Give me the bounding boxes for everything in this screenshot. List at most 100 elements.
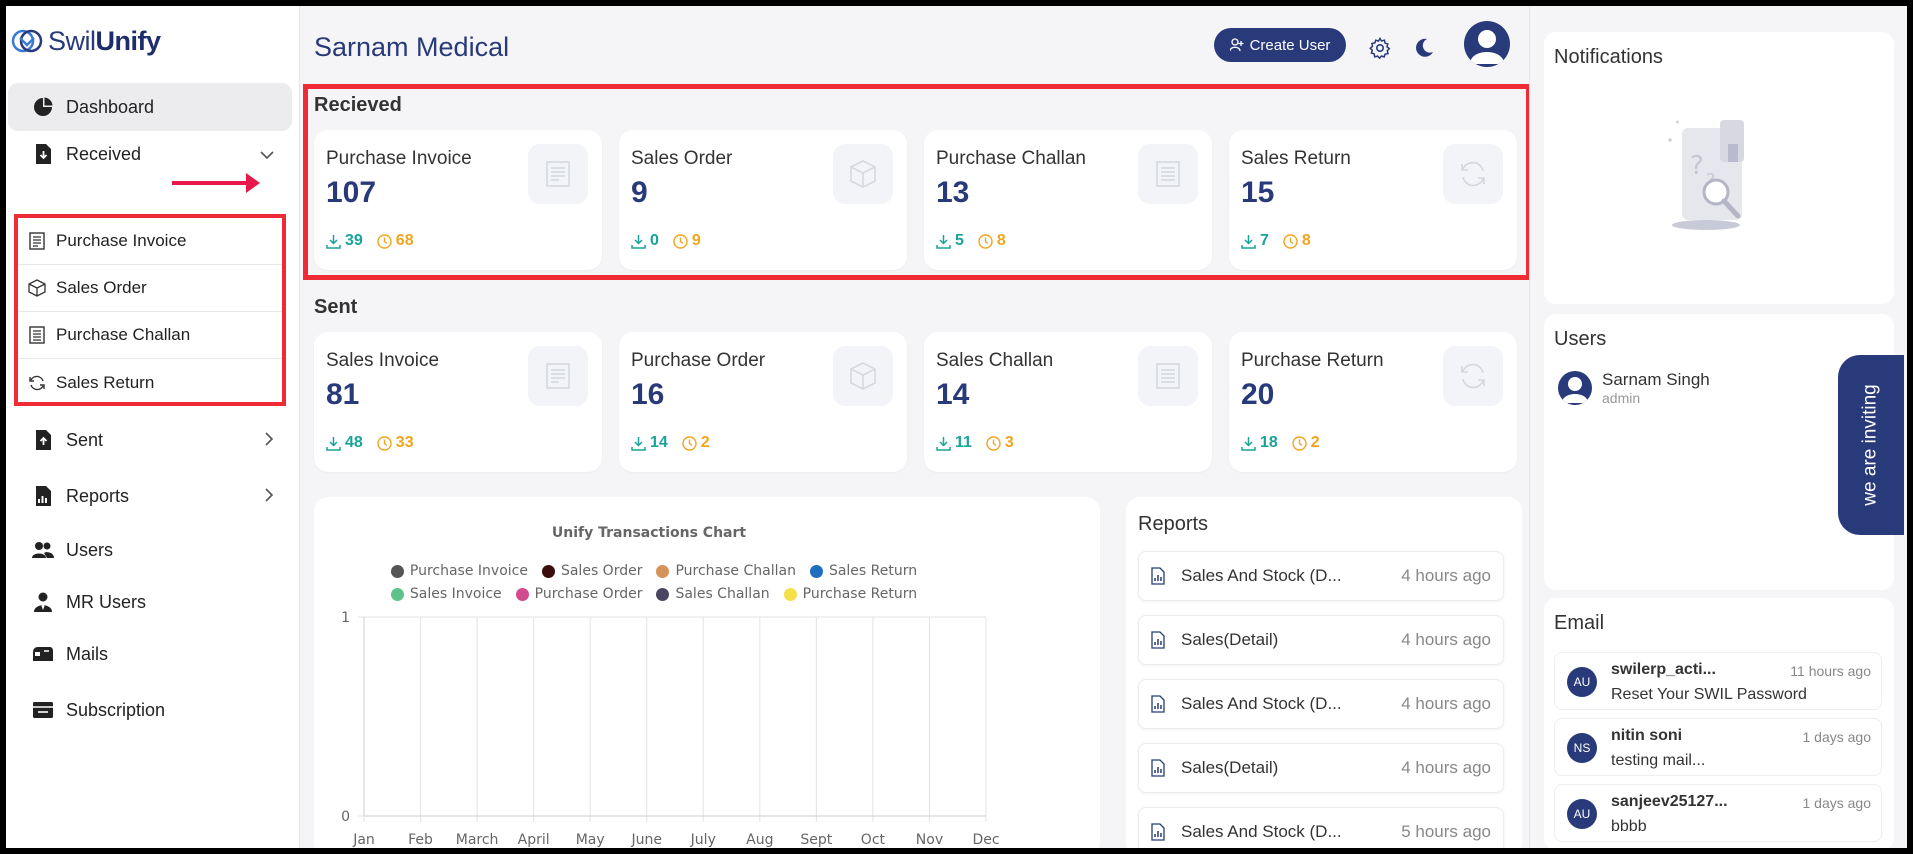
sent-card-sales-challan[interactable]: Sales Challan 14 11 3	[924, 332, 1212, 472]
submenu-item-sales-return[interactable]: Sales Return	[18, 359, 282, 406]
submenu-item-purchase-invoice[interactable]: Purchase Invoice	[18, 218, 282, 265]
logo[interactable]: SwilUnify	[10, 22, 161, 60]
sent-card-purchase-order[interactable]: Purchase Order 16 14 2	[619, 332, 907, 472]
sent-card-sales-invoice[interactable]: Sales Invoice 81 48 33	[314, 332, 602, 472]
legend-item[interactable]: Sales Return	[809, 563, 917, 579]
card-count: 15	[1241, 176, 1275, 209]
sidebar-item-subscription[interactable]: Subscription	[8, 686, 292, 734]
users-panel-title: Users	[1554, 328, 1607, 350]
card-count: 14	[936, 378, 970, 411]
download-icon	[936, 436, 951, 451]
legend-item[interactable]: Sales Invoice	[390, 586, 502, 602]
file-download-icon	[32, 143, 54, 165]
chevron-right-icon	[264, 430, 274, 451]
box-icon	[833, 144, 893, 204]
user-row[interactable]: Sarnam Singh admin	[1558, 370, 1710, 406]
download-stat: 18	[1241, 434, 1278, 452]
y-tick-label: 0	[341, 809, 350, 825]
logo-icon	[11, 29, 43, 53]
card-stats: 14 2	[631, 434, 710, 452]
sent-section-title: Sent	[314, 296, 358, 318]
report-item[interactable]: Sales(Detail) 4 hours ago	[1138, 615, 1504, 665]
sidebar-item-mails[interactable]: Mails	[8, 630, 292, 678]
received-section-title: Recieved	[314, 94, 402, 116]
sender-avatar: AU	[1567, 667, 1597, 697]
received-card-purchase-invoice[interactable]: Purchase Invoice 107 39 68	[314, 130, 602, 270]
report-file-icon	[1151, 759, 1165, 777]
submenu-item-purchase-challan[interactable]: Purchase Challan	[18, 312, 282, 359]
report-item[interactable]: Sales And Stock (D... 4 hours ago	[1138, 679, 1504, 729]
legend-item[interactable]: Purchase Invoice	[390, 563, 528, 579]
user-avatar[interactable]	[1464, 21, 1510, 67]
report-time: 4 hours ago	[1401, 694, 1491, 713]
report-time: 4 hours ago	[1401, 758, 1491, 777]
sender-avatar: AU	[1567, 799, 1597, 829]
legend-row: Purchase Invoice Sales Order Purchase Chal…	[390, 563, 917, 579]
report-item[interactable]: Sales(Detail) 4 hours ago	[1138, 743, 1504, 793]
download-stat: 7	[1241, 232, 1269, 250]
legend-item[interactable]: Purchase Challan	[656, 563, 796, 579]
legend-item[interactable]: Purchase Return	[783, 586, 917, 602]
email-time: 1 days ago	[1802, 795, 1872, 811]
report-name: Sales And Stock (D...	[1181, 566, 1342, 585]
submenu-label: Sales Order	[56, 278, 147, 297]
legend-item[interactable]: Purchase Order	[515, 586, 642, 602]
sidebar-item-label: Dashboard	[66, 96, 155, 117]
person-icon	[1470, 30, 1504, 64]
sidebar-item-mr-users[interactable]: MR Users	[8, 578, 292, 626]
email-subject: testing mail...	[1611, 752, 1706, 769]
email-item[interactable]: AU swilerp_acti... 11 hours ago Reset Yo…	[1554, 652, 1882, 710]
email-title: Email	[1554, 612, 1605, 634]
card-count: 81	[326, 378, 360, 411]
x-tick-label: March	[456, 832, 499, 848]
pending-stat: 9	[673, 232, 701, 250]
x-tick-label: Aug	[746, 832, 773, 848]
sidebar-item-received[interactable]: Received	[8, 130, 292, 178]
received-card-sales-order[interactable]: Sales Order 9 0 9	[619, 130, 907, 270]
report-item[interactable]: Sales And Stock (D... 4 hours ago	[1138, 551, 1504, 601]
notifications-panel: Notifications ? ?	[1544, 32, 1894, 304]
legend-dot	[390, 564, 404, 578]
sent-card-purchase-return[interactable]: Purchase Return 20 18 2	[1229, 332, 1517, 472]
download-icon	[631, 436, 646, 451]
pending-stat: 3	[986, 434, 1014, 452]
email-subject: Reset Your SWIL Password	[1611, 686, 1807, 703]
document-icon	[1138, 346, 1198, 406]
email-item[interactable]: AU sanjeev25127... 1 days ago bbbb	[1554, 784, 1882, 842]
we-are-inviting-tab[interactable]: we are inviting	[1838, 355, 1904, 535]
card-title: Sales Return	[1241, 148, 1351, 169]
annotation-arrow	[172, 173, 260, 193]
invite-label: we are inviting	[1860, 384, 1882, 506]
gear-icon[interactable]	[1368, 36, 1392, 60]
moon-icon[interactable]	[1412, 36, 1436, 60]
transactions-chart-panel: Unify Transactions Chart Purchase Invoic…	[314, 497, 1100, 848]
email-item[interactable]: NS nitin soni 1 days ago testing mail...	[1554, 718, 1882, 776]
refresh-icon	[1443, 144, 1503, 204]
card-count: 20	[1241, 378, 1275, 411]
sidebar-item-label: MR Users	[66, 591, 146, 612]
clock-icon	[1292, 435, 1307, 451]
card-count: 9	[631, 176, 648, 209]
report-file-icon	[1151, 695, 1165, 713]
received-card-purchase-challan[interactable]: Purchase Challan 13 5 8	[924, 130, 1212, 270]
legend-dot	[515, 587, 529, 601]
received-card-sales-return[interactable]: Sales Return 15 7 8	[1229, 130, 1517, 270]
pending-stat: 33	[377, 434, 414, 452]
sidebar-item-dashboard[interactable]: Dashboard	[8, 83, 292, 131]
sidebar-item-users[interactable]: Users	[8, 526, 292, 574]
legend-item[interactable]: Sales Order	[541, 563, 642, 579]
receipt-icon	[528, 144, 588, 204]
sidebar-item-sent[interactable]: Sent	[8, 416, 292, 464]
report-item[interactable]: Sales And Stock (D... 5 hours ago	[1138, 807, 1504, 848]
create-user-button[interactable]: Create User	[1214, 28, 1346, 62]
received-highlight-box	[303, 84, 1531, 280]
sidebar-item-reports[interactable]: Reports	[8, 472, 292, 520]
pending-stat: 68	[377, 232, 414, 250]
x-tick-label: April	[518, 832, 550, 848]
refresh-icon	[28, 374, 46, 392]
sidebar-item-label: Users	[66, 539, 114, 560]
legend-item[interactable]: Sales Challan	[656, 586, 770, 602]
submenu-item-sales-order[interactable]: Sales Order	[18, 265, 282, 312]
report-name: Sales(Detail)	[1181, 630, 1279, 649]
legend-dot	[390, 587, 404, 601]
